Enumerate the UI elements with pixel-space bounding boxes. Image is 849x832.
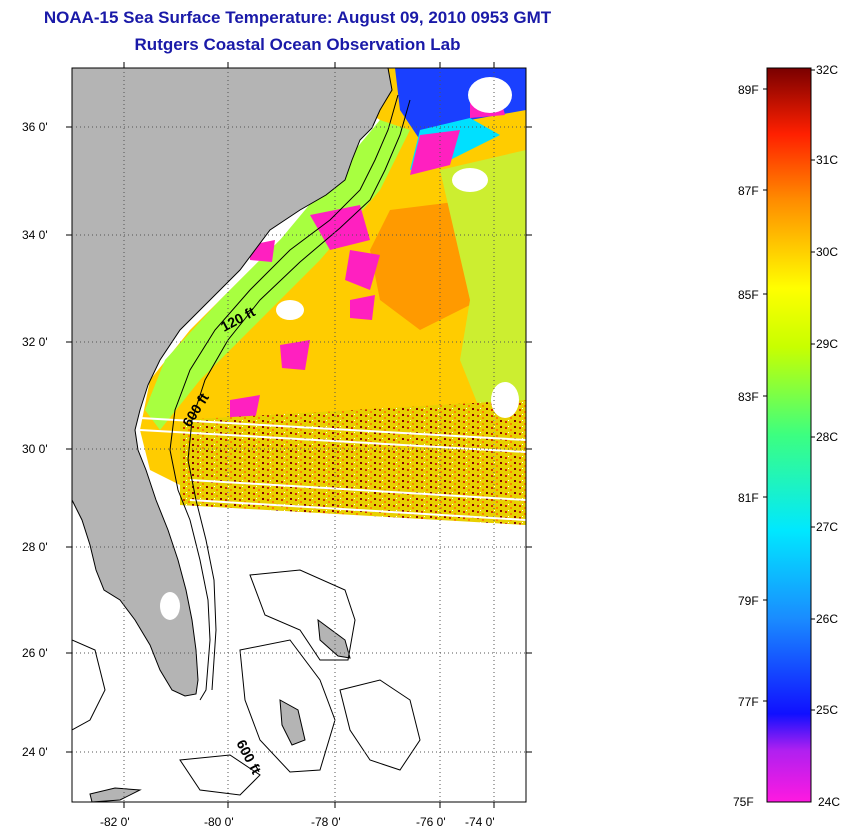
- lat-label: 32 0': [22, 335, 48, 349]
- colorbar-c-label: 24C: [818, 795, 840, 809]
- lake-okeechobee: [160, 592, 180, 620]
- lat-label: 34 0': [22, 228, 48, 242]
- colorbar-c-label: 29C: [816, 337, 838, 351]
- colorbar-f-label: 87F: [738, 184, 759, 198]
- colorbar-f-label: 75F: [733, 795, 754, 809]
- lat-label: 30 0': [22, 442, 48, 456]
- colorbar-c-label: 26C: [816, 612, 838, 626]
- scan-gaps: [139, 417, 526, 521]
- colorbar: [766, 67, 812, 803]
- colorbar-f-label: 85F: [738, 288, 759, 302]
- colorbar-c-label: 27C: [816, 520, 838, 534]
- lat-label: 28 0': [22, 540, 48, 554]
- lon-label: -74 0': [465, 815, 495, 829]
- colorbar-c-label: 30C: [816, 245, 838, 259]
- lon-label: -78 0': [311, 815, 341, 829]
- lon-label: -76 0': [416, 815, 446, 829]
- colorbar-c-label: 32C: [816, 63, 838, 77]
- nearshore-green: [145, 120, 410, 430]
- noisy-band: [180, 400, 526, 525]
- map-title: NOAA-15 Sea Surface Temperature: August …: [43, 8, 552, 27]
- cloud-gaps: [276, 77, 519, 418]
- colorbar-c-label: 28C: [816, 430, 838, 444]
- lon-label: -82 0': [100, 815, 130, 829]
- colorbar-c-label: 25C: [816, 703, 838, 717]
- colorbar-c-label: 31C: [816, 153, 838, 167]
- colorbar-f-label: 83F: [738, 390, 759, 404]
- frame-ticks: [66, 62, 532, 808]
- us-landmass: [72, 68, 393, 697]
- lat-label: 26 0': [22, 646, 48, 660]
- colorbar-f-label: 79F: [738, 594, 759, 608]
- colorbar-f-label: 77F: [738, 695, 759, 709]
- bathymetry-contours: [72, 94, 421, 796]
- green-yellow-patch: [440, 150, 526, 420]
- lon-label: -80 0': [204, 815, 234, 829]
- map-frame: [71, 67, 527, 803]
- colorbar-ticks: [763, 69, 815, 711]
- colorbar-f-label: 89F: [738, 83, 759, 97]
- bahamas-islands: [89, 618, 351, 802]
- map-subtitle: Rutgers Coastal Ocean Observation Lab: [134, 35, 461, 54]
- lat-label: 36 0': [22, 120, 48, 134]
- lat-label: 24 0': [22, 745, 48, 759]
- colorbar-f-label: 81F: [738, 491, 759, 505]
- sst-layer: [72, 68, 526, 802]
